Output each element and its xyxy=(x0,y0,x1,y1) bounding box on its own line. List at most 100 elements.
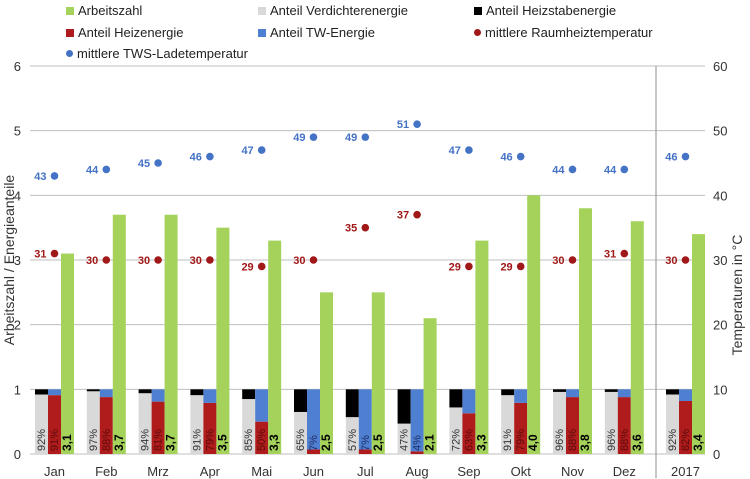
bar-heizenergie xyxy=(307,449,320,454)
label-verdichter: 72% xyxy=(450,429,462,451)
label-raumheiztemperatur: 31 xyxy=(604,249,616,261)
legend-item-arbeitszahl: Arbeitszahl xyxy=(66,3,142,18)
label-heizenergie: 88% xyxy=(619,429,631,451)
label-heizenergie: 7% xyxy=(360,435,372,451)
legend-square-marker xyxy=(258,6,266,15)
label-heizenergie: 7% xyxy=(308,435,320,451)
bar-tw-energie xyxy=(203,389,217,403)
point-tws-ladetemperatur xyxy=(102,165,111,174)
bar-arbeitszahl xyxy=(112,214,126,454)
y-axis-label-right: Temperaturen in °C xyxy=(729,235,745,356)
label-arbeitszahl: 3,3 xyxy=(474,434,488,451)
bar-heizenergie xyxy=(514,402,528,454)
y-tick-label-right: 30 xyxy=(713,253,727,268)
label-verdichter: 65% xyxy=(295,429,307,451)
legend-label: Anteil Verdichterenergie xyxy=(270,3,409,18)
bar-verdichter xyxy=(242,399,256,454)
y-tick-label-left: 5 xyxy=(14,124,21,139)
label-raumheiztemperatur: 37 xyxy=(397,210,409,222)
label-tws-ladetemperatur: 46 xyxy=(500,152,512,164)
x-tick-label: 2017 xyxy=(671,464,700,479)
bar-heizstab xyxy=(190,389,204,396)
label-raumheiztemperatur: 30 xyxy=(552,255,564,267)
bar-tw-energie xyxy=(307,389,320,450)
x-tick-label: Sep xyxy=(457,464,480,479)
point-tws-ladetemperatur xyxy=(50,172,59,180)
x-tick-label: Jan xyxy=(44,464,65,479)
bars: 92% 91% 3,1 97% 88% 3,7 94% 81% 3,7 91% 79% 3,5 85% 5… xyxy=(35,195,705,455)
legend-label: Anteil Heizenergie xyxy=(78,25,184,40)
y-tick-label-left: 3 xyxy=(14,253,21,268)
point-raumheiztemperatur xyxy=(465,262,473,271)
point-tws-ladetemperatur xyxy=(413,120,421,128)
point-raumheiztemperatur xyxy=(102,256,111,264)
point-raumheiztemperatur xyxy=(620,249,629,258)
label-arbeitszahl: 2,1 xyxy=(423,434,437,451)
label-verdichter: 47% xyxy=(399,429,411,451)
point-tws-ladetemperatur xyxy=(465,146,473,154)
label-raumheiztemperatur: 30 xyxy=(86,255,98,267)
bar-arbeitszahl xyxy=(527,195,541,455)
bar-verdichter xyxy=(138,393,152,454)
temperature-points: 31 43 30 44 30 45 30 46 29 47 30 49 35 49 37 51 29 47 29 46… xyxy=(34,119,690,273)
label-arbeitszahl: 3,8 xyxy=(578,434,592,451)
label-heizenergie: 63% xyxy=(463,429,475,451)
label-tws-ladetemperatur: 43 xyxy=(34,171,46,183)
bar-arbeitszahl xyxy=(579,208,592,454)
bar-heizenergie xyxy=(410,451,424,454)
x-tick-label: Jul xyxy=(357,464,374,479)
y-tick-label-left: 2 xyxy=(14,318,21,333)
legend-item-heizstab: Anteil Heizstabenergie xyxy=(474,3,616,18)
label-raumheiztemperatur: 30 xyxy=(138,255,150,267)
bar-arbeitszahl xyxy=(61,253,74,454)
legend-square-marker xyxy=(66,6,74,15)
label-tws-ladetemperatur: 49 xyxy=(293,132,305,144)
bar-heizenergie xyxy=(99,397,113,454)
label-arbeitszahl: 3,4 xyxy=(691,434,705,451)
label-raumheiztemperatur: 31 xyxy=(34,249,46,261)
x-tick-label: Apr xyxy=(200,464,221,479)
x-tick-label: Mrz xyxy=(147,464,169,479)
label-arbeitszahl: 3,1 xyxy=(60,434,74,451)
y-tick-label-right: 60 xyxy=(713,59,727,74)
legend-item-tw: Anteil TW-Energie xyxy=(258,25,375,40)
label-verdichter: 85% xyxy=(243,429,255,451)
bar-arbeitszahl xyxy=(216,227,230,454)
label-tws-ladetemperatur: 45 xyxy=(138,158,150,170)
point-raumheiztemperatur xyxy=(361,223,370,232)
bar-heizenergie xyxy=(358,449,372,454)
point-tws-ladetemperatur xyxy=(309,133,318,141)
point-raumheiztemperatur xyxy=(206,256,214,264)
bar-heizstab xyxy=(35,389,48,395)
label-raumheiztemperatur: 30 xyxy=(293,255,305,267)
bar-heizenergie xyxy=(566,397,579,454)
legend-dot-marker xyxy=(66,50,73,57)
label-arbeitszahl: 3,7 xyxy=(112,434,126,451)
label-tws-ladetemperatur: 44 xyxy=(86,164,99,176)
label-verdichter: 91% xyxy=(191,429,203,451)
bar-tw-energie xyxy=(679,389,692,401)
label-verdichter: 96% xyxy=(606,429,618,451)
legend-dot-marker xyxy=(474,29,481,36)
bar-heizstab xyxy=(345,389,359,418)
y-tick-label-left: 4 xyxy=(14,188,21,203)
y-tick-label-right: 40 xyxy=(713,188,727,203)
bar-heizenergie xyxy=(617,397,631,454)
bar-heizstab xyxy=(86,389,100,392)
label-raumheiztemperatur: 30 xyxy=(665,255,677,267)
x-tick-label: Feb xyxy=(95,464,117,479)
label-arbeitszahl: 2,5 xyxy=(319,434,333,451)
bar-verdichter xyxy=(604,391,618,454)
label-verdichter: 96% xyxy=(554,429,566,451)
bar-heizstab xyxy=(666,389,679,395)
legend-item-verdichter: Anteil Verdichterenergie xyxy=(258,3,408,18)
label-raumheiztemperatur: 30 xyxy=(190,255,202,267)
point-tws-ladetemperatur xyxy=(206,152,214,161)
label-tws-ladetemperatur: 47 xyxy=(449,145,461,157)
label-heizenergie: 81% xyxy=(153,429,165,451)
bar-tw-energie xyxy=(48,389,61,396)
x-tick-label: Jun xyxy=(303,464,324,479)
label-tws-ladetemperatur: 47 xyxy=(241,145,253,157)
legend-label: Arbeitszahl xyxy=(78,3,143,18)
bar-arbeitszahl xyxy=(630,221,644,454)
